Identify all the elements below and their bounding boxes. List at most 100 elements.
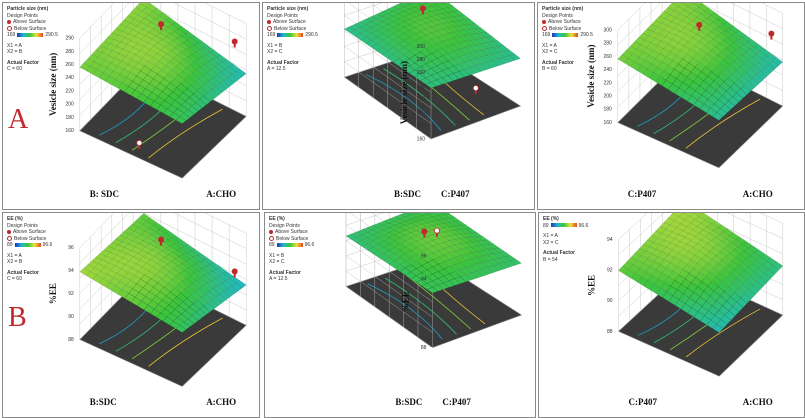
- z-axis-label: %EE: [587, 275, 597, 296]
- legend-colorbar: 169 290.5: [542, 32, 593, 39]
- response-surface-mesh: [79, 3, 247, 124]
- legend-below-label: Below Surface: [276, 235, 309, 242]
- z-tick-label: 180: [65, 115, 74, 121]
- z-tick-label: 240: [65, 75, 74, 81]
- legend-factor-x2: X2 = C: [542, 49, 558, 55]
- x-axis-label-left: C:P407: [629, 397, 658, 407]
- colorbar-min: 89: [269, 242, 275, 248]
- legend-below-label: Below Surface: [274, 25, 307, 32]
- chart-legend: EE (%) Design Points Above Surface Below Su…: [7, 216, 52, 283]
- legend-above-label: Above Surface: [13, 19, 46, 25]
- chart-legend: EE (%) Design Points Above Surface Below Su…: [269, 216, 314, 283]
- below-surface-marker: [269, 235, 274, 241]
- design-point: [421, 228, 428, 235]
- colorbar-max: 290.5: [45, 32, 58, 38]
- z-axis-label: Vesicle size (nm): [399, 61, 409, 124]
- z-tick-label: 280: [417, 57, 426, 63]
- z-tick-label: 88: [68, 337, 74, 343]
- legend-factor-x2: X2 = C: [267, 49, 283, 55]
- actual-factor-title: Actual Factor: [269, 269, 301, 276]
- colorbar-gradient: [550, 223, 577, 228]
- z-tick-label: 92: [421, 299, 427, 305]
- legend-title: Particle size (nm): [267, 6, 309, 12]
- surface-plot: 94 92 90 88 %EE C:P407 A:CHO: [587, 213, 784, 407]
- z-axis-label: %EE: [400, 291, 410, 312]
- z-tick-label: 300: [603, 27, 612, 33]
- colorbar-max: 290.5: [580, 32, 593, 38]
- x-axis-label-left: C:P407: [441, 189, 470, 199]
- legend-title: EE (%): [7, 216, 23, 222]
- z-tick-label: 96: [68, 245, 74, 251]
- colorbar-gradient: [14, 242, 41, 247]
- design-point: [472, 85, 479, 92]
- above-surface-marker: [542, 19, 546, 24]
- response-surface-mesh: [344, 3, 521, 89]
- actual-factor-title: Actual Factor: [267, 59, 299, 66]
- z-tick-label: 220: [417, 97, 426, 103]
- x-axis-label-left: C:P407: [442, 397, 471, 407]
- colorbar-max: 96.6: [42, 242, 53, 248]
- z-tick-label: 220: [603, 80, 612, 86]
- response-surface-mesh: [618, 213, 783, 333]
- z-tick-label: 260: [65, 62, 74, 68]
- response-surface-mesh: [617, 3, 783, 121]
- z-tick-label: 300: [417, 44, 426, 50]
- z-tick-label: 94: [607, 237, 613, 243]
- colorbar-gradient: [552, 32, 579, 37]
- legend-below-label: Below Surface: [549, 25, 582, 32]
- x-axis-label-left: B: SDC: [90, 189, 119, 199]
- chart-legend: Particle size (nm) Design Points Above Sur…: [267, 6, 318, 73]
- z-tick-label: 290: [65, 36, 74, 42]
- below-surface-marker: [267, 25, 272, 31]
- z-tick-label: 200: [417, 110, 426, 116]
- surface-plot: 300 280 260 240 220 200 180 160 Vesicle size (nm…: [343, 3, 522, 199]
- legend-below: Below Surface: [7, 26, 58, 33]
- response-surface-panel: EE (%) 89 96.6 X1 = A X2 = C Actual Factor B =…: [538, 212, 805, 418]
- legend-factor-x1: X1 = A: [7, 42, 22, 49]
- colorbar-gradient: [276, 242, 303, 247]
- colorbar-min: 169: [542, 32, 551, 38]
- legend-factor-x1: X1 = A: [543, 233, 558, 239]
- z-tick-label: 90: [421, 322, 427, 328]
- legend-colorbar: 169 290.5: [267, 32, 318, 39]
- z-tick-label: 88: [421, 345, 427, 351]
- z-tick-label: 160: [417, 136, 426, 142]
- legend-above: Above Surface: [7, 19, 58, 26]
- design-point: [768, 30, 775, 37]
- x-axis-label-left: B:SDC: [90, 397, 117, 407]
- z-tick-label: 260: [603, 54, 612, 60]
- z-tick-label: 92: [607, 268, 613, 274]
- legend-design-points: Design Points: [267, 12, 298, 19]
- z-tick-label: 94: [68, 268, 74, 274]
- x-axis-label-right: A:CHO: [743, 189, 773, 199]
- legend-below-label: Below Surface: [14, 235, 47, 242]
- colorbar-max: 96.6: [304, 242, 315, 248]
- actual-factor-title: Actual Factor: [7, 59, 39, 66]
- legend-title: Particle size (nm): [542, 6, 584, 12]
- design-point: [433, 227, 440, 234]
- legend-above: Above Surface: [542, 19, 593, 26]
- z-tick-label: 88: [607, 329, 613, 335]
- colorbar-min: 89: [543, 222, 549, 229]
- above-surface-marker: [7, 19, 11, 24]
- legend-below: Below Surface: [7, 236, 52, 243]
- legend-factor-x1: X1 = A: [542, 42, 557, 49]
- legend-factor-x2: X2 = B: [7, 259, 23, 265]
- legend-design-points: Design Points: [542, 12, 573, 19]
- legend-colorbar: 89 96.6: [269, 242, 314, 249]
- x-axis-label-right: B:SDC: [395, 397, 422, 407]
- legend-below: Below Surface: [267, 26, 318, 33]
- design-point: [696, 21, 703, 28]
- z-tick-label: 240: [417, 83, 426, 89]
- surface-plot: 96 94 92 90 88 %EE B:SDC A:CHO: [48, 213, 247, 407]
- above-surface-marker: [7, 229, 11, 234]
- legend-below: Below Surface: [269, 236, 314, 243]
- legend-factor-x2: X2 = C: [543, 239, 559, 246]
- row-label-a: A: [8, 104, 29, 135]
- below-surface-marker: [542, 25, 547, 31]
- surface-plot: 96 94 92 90 88 %EE C:P407 B:SDC: [345, 213, 523, 407]
- z-tick-label: 220: [65, 88, 74, 94]
- z-tick-label: 92: [68, 291, 74, 297]
- design-point: [158, 236, 165, 243]
- z-tick-label: 160: [603, 120, 612, 126]
